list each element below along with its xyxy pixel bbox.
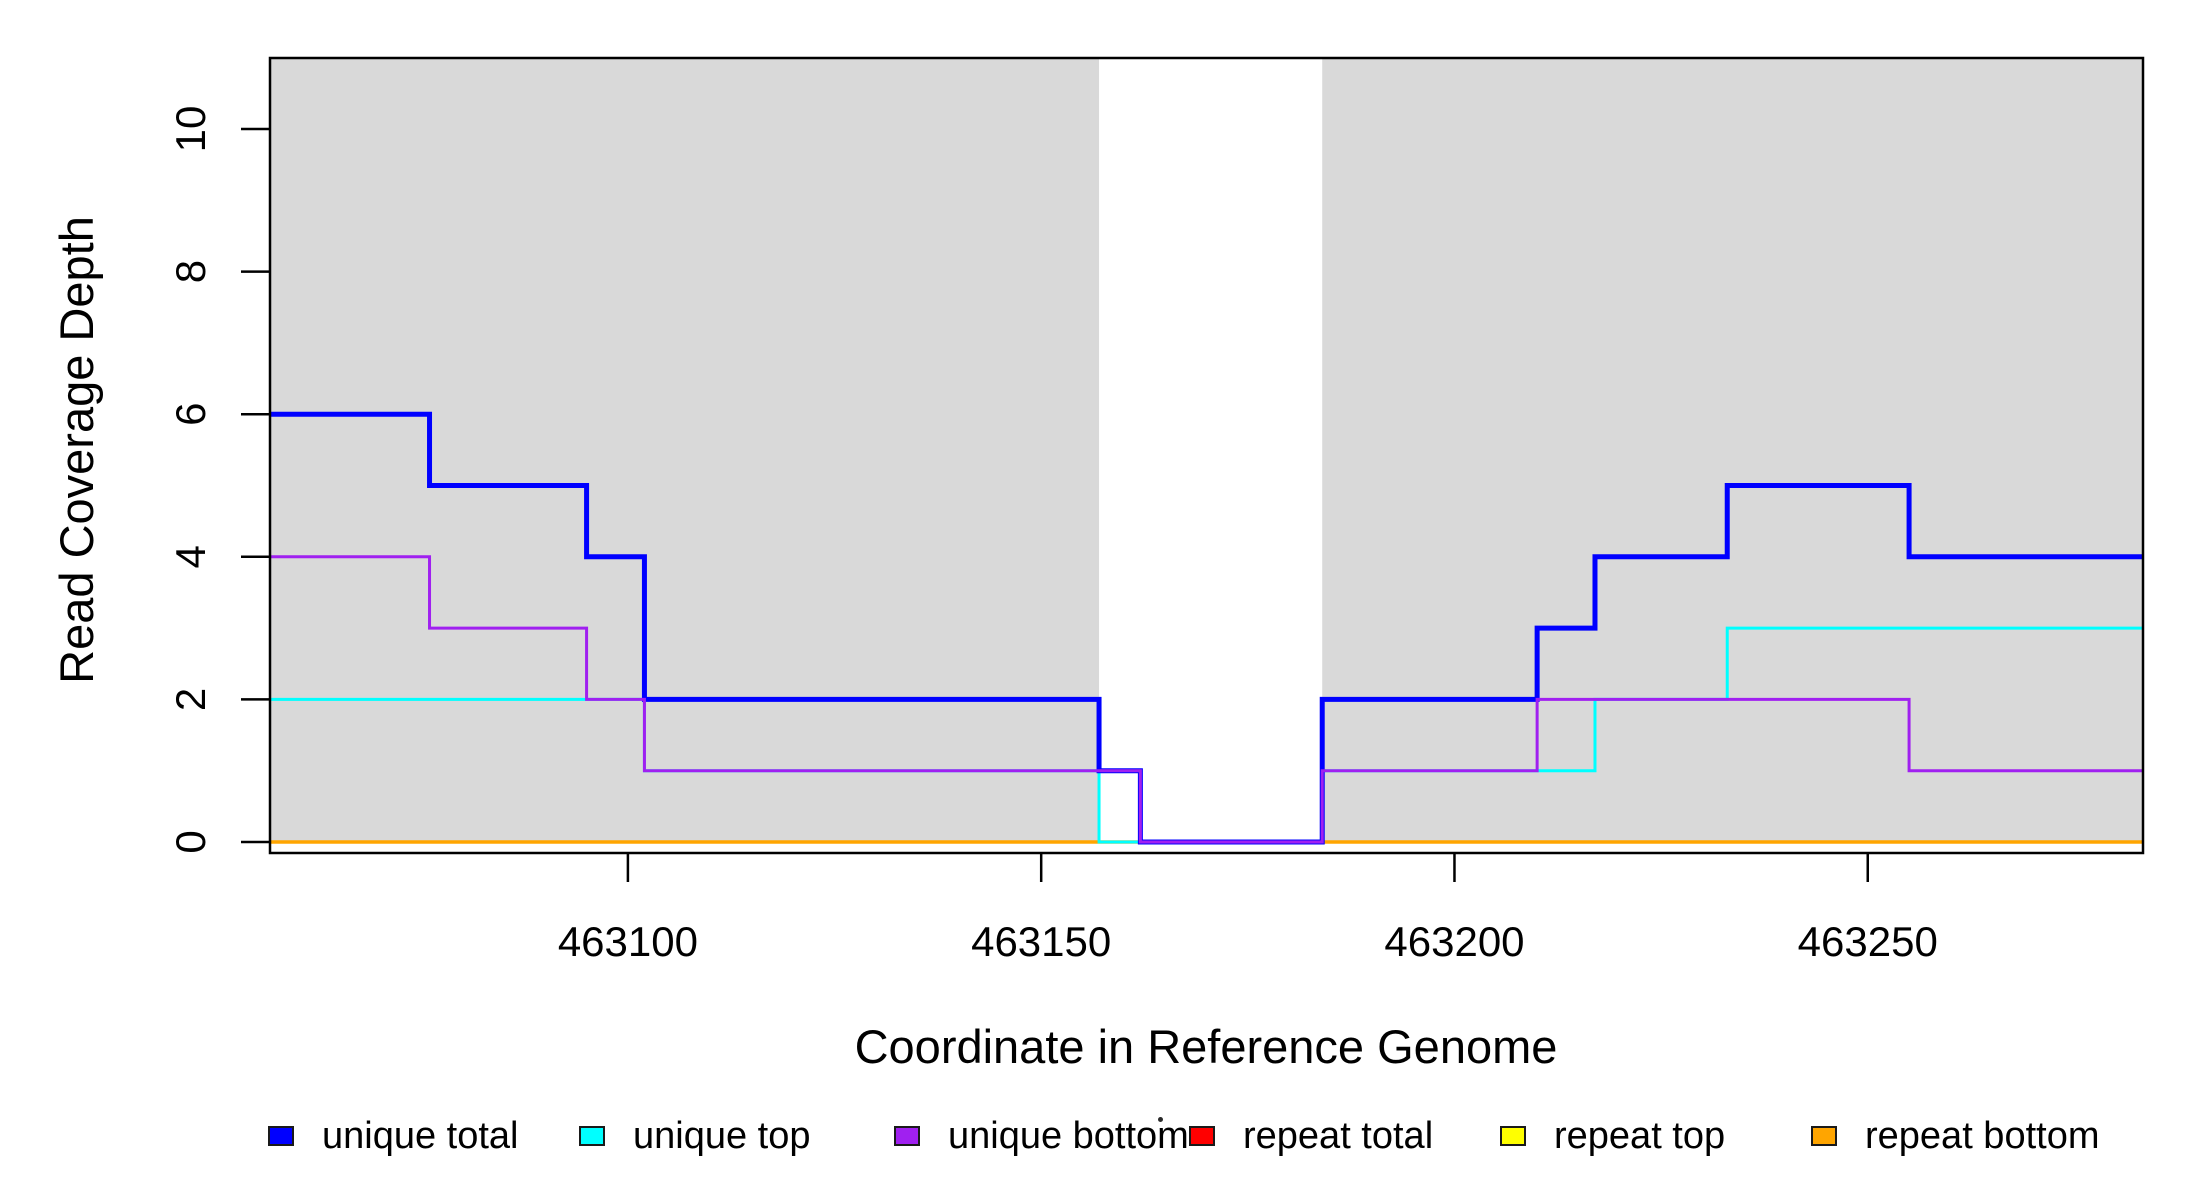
legend-swatch-repeat-total	[1189, 1126, 1215, 1146]
legend-item-unique-bottom: unique bottom	[894, 1116, 1189, 1156]
legend-item-unique-total: unique total	[268, 1116, 519, 1156]
legend-label: unique bottom	[948, 1115, 1189, 1157]
legend-item-repeat-total: repeat total	[1189, 1116, 1433, 1156]
legend-swatch-unique-bottom	[894, 1126, 920, 1146]
x-tick-label: 463250	[1798, 918, 1938, 965]
x-tick-label: 463150	[971, 918, 1111, 965]
y-tick-label: 10	[167, 106, 214, 153]
legend-swatch-repeat-bottom	[1811, 1126, 1837, 1146]
shaded-region	[270, 59, 1100, 842]
stray-dot	[1158, 1117, 1163, 1122]
y-tick-label: 8	[167, 260, 214, 283]
shaded-regions-layer	[270, 59, 2143, 842]
legend-label: unique top	[633, 1115, 811, 1157]
legend-label: repeat total	[1243, 1115, 1434, 1157]
legend-swatch-unique-top	[579, 1126, 605, 1146]
shaded-region	[1322, 59, 2143, 842]
legend-label: repeat bottom	[1865, 1115, 2100, 1157]
series-unique-bottom	[270, 555, 2143, 844]
legend-swatch-unique-total	[268, 1126, 294, 1146]
legend-item-unique-top: unique top	[579, 1116, 811, 1156]
y-tick-label: 4	[167, 545, 214, 568]
y-tick-label: 2	[167, 688, 214, 711]
legend-label: repeat top	[1554, 1115, 1726, 1157]
x-tick-label: 463100	[558, 918, 698, 965]
y-tick-label: 6	[167, 403, 214, 426]
plot-border	[268, 56, 2145, 855]
x-tick-label: 463200	[1384, 918, 1524, 965]
legend-label: unique total	[322, 1115, 519, 1157]
axes-layer: 463100 463150 463200 463250 0 2 4 6 8 10	[167, 56, 2145, 965]
series-layer	[270, 411, 2143, 845]
x-axis-title: Coordinate in Reference Genome	[855, 1020, 1558, 1073]
legend-item-repeat-top: repeat top	[1500, 1116, 1725, 1156]
legend-item-repeat-bottom: repeat bottom	[1811, 1116, 2099, 1156]
y-axis-title: Read Coverage Depth	[50, 216, 103, 684]
legend-swatch-repeat-top	[1500, 1126, 1526, 1146]
y-tick-label: 0	[167, 830, 214, 853]
